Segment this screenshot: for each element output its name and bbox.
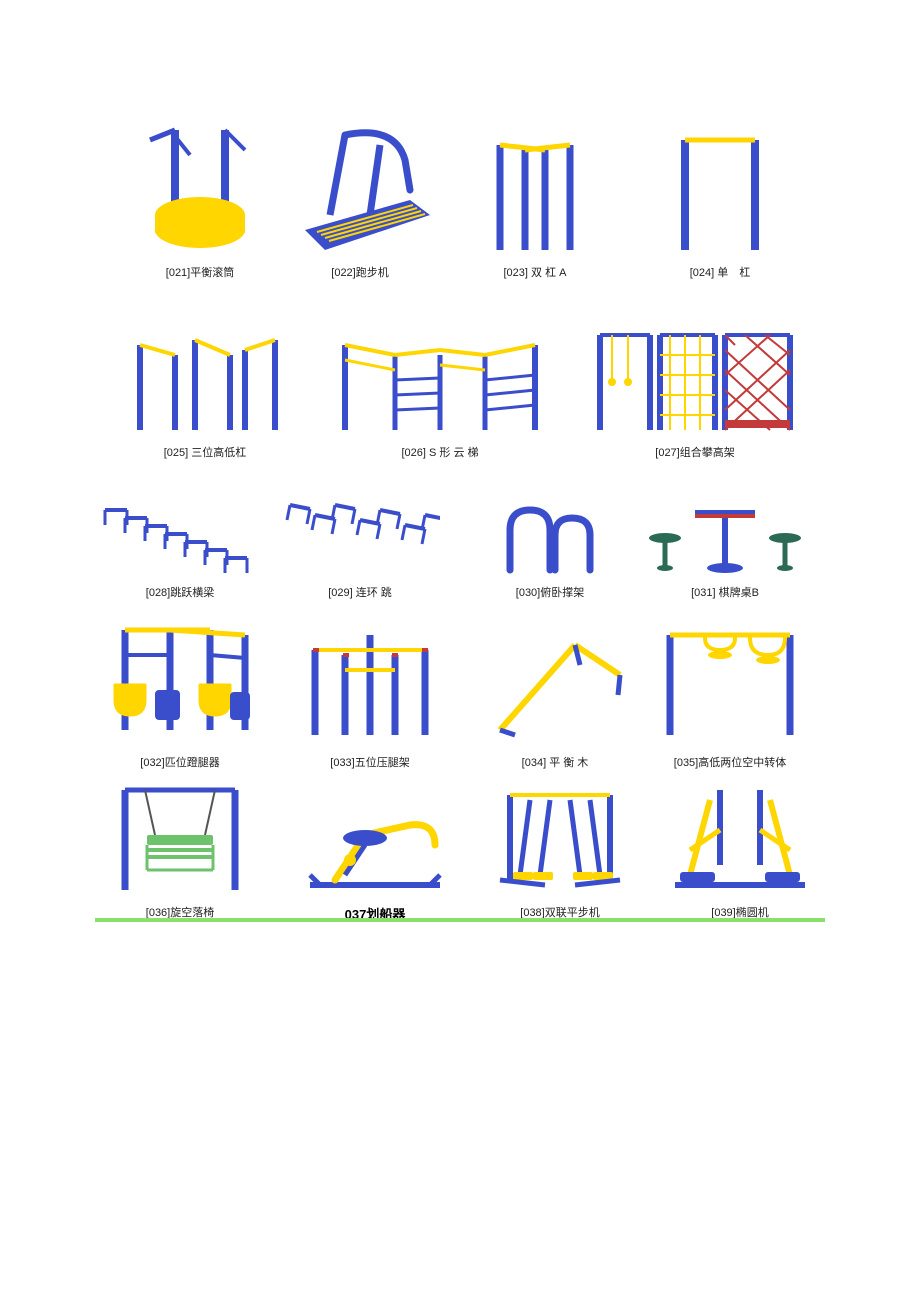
product-image-034 [475, 610, 635, 750]
product-label-026: [026] S 形 云 梯 [401, 444, 478, 460]
product-label-035: [035]高低两位空中转体 [674, 754, 786, 770]
product-036: [036]旋空落椅 [95, 770, 265, 920]
product-034: [034] 平 衡 木 [475, 610, 635, 770]
product-image-037 [290, 770, 460, 900]
product-039: [039]椭圆机 [660, 770, 820, 920]
product-035: [035]高低两位空中转体 [645, 610, 815, 770]
product-038: [038]双联平步机 [480, 770, 640, 920]
product-030: [030]俯卧撑架 [480, 470, 620, 600]
product-032: [032]匹位蹬腿器 [95, 610, 265, 770]
product-image-032 [95, 610, 265, 750]
product-label-024: [024] 单 杠 [690, 264, 751, 280]
separator-line [95, 918, 825, 922]
product-image-029 [275, 470, 445, 580]
product-027: [027]组合攀高架 [585, 300, 805, 460]
product-021: [021]平衡滚筒 [125, 100, 275, 280]
product-image-026 [325, 300, 555, 440]
product-image-035 [645, 610, 815, 750]
product-026: [026] S 形 云 梯 [325, 300, 555, 460]
product-image-036 [95, 770, 265, 900]
product-image-039 [660, 770, 820, 900]
product-029: [029] 连环 跳 [275, 470, 445, 600]
product-image-022 [280, 100, 440, 260]
product-label-031: [031] 棋牌桌B [691, 584, 759, 600]
product-031: [031] 棋牌桌B [640, 470, 810, 600]
product-label-034: [034] 平 衡 木 [522, 754, 589, 770]
product-image-030 [480, 470, 620, 580]
product-label-022: [022]跑步机 [331, 264, 388, 280]
product-label-029: [029] 连环 跳 [328, 584, 392, 600]
product-label-030: [030]俯卧撑架 [516, 584, 584, 600]
product-image-028 [95, 470, 265, 580]
product-image-021 [125, 100, 275, 260]
product-label-028: [028]跳跃横梁 [146, 584, 214, 600]
product-024: [024] 单 杠 [650, 100, 790, 280]
product-image-024 [650, 100, 790, 260]
product-label-023: [023] 双 杠 A [504, 264, 567, 280]
product-image-023 [465, 100, 605, 260]
product-image-038 [480, 770, 640, 900]
product-image-027 [585, 300, 805, 440]
product-033: [033]五位压腿架 [290, 610, 450, 770]
product-label-027: [027]组合攀高架 [655, 444, 734, 460]
product-image-025 [115, 300, 295, 440]
product-label-021: [021]平衡滚筒 [166, 264, 234, 280]
product-037: 037划船器 [290, 770, 460, 923]
product-022: [022]跑步机 [280, 100, 440, 280]
product-028: [028]跳跃横梁 [95, 470, 265, 600]
product-label-025: [025] 三位高低杠 [164, 444, 247, 460]
product-025: [025] 三位高低杠 [115, 300, 295, 460]
product-label-032: [032]匹位蹬腿器 [140, 754, 219, 770]
product-image-033 [290, 610, 450, 750]
product-image-031 [640, 470, 810, 580]
product-023: [023] 双 杠 A [465, 100, 605, 280]
product-label-033: [033]五位压腿架 [330, 754, 409, 770]
